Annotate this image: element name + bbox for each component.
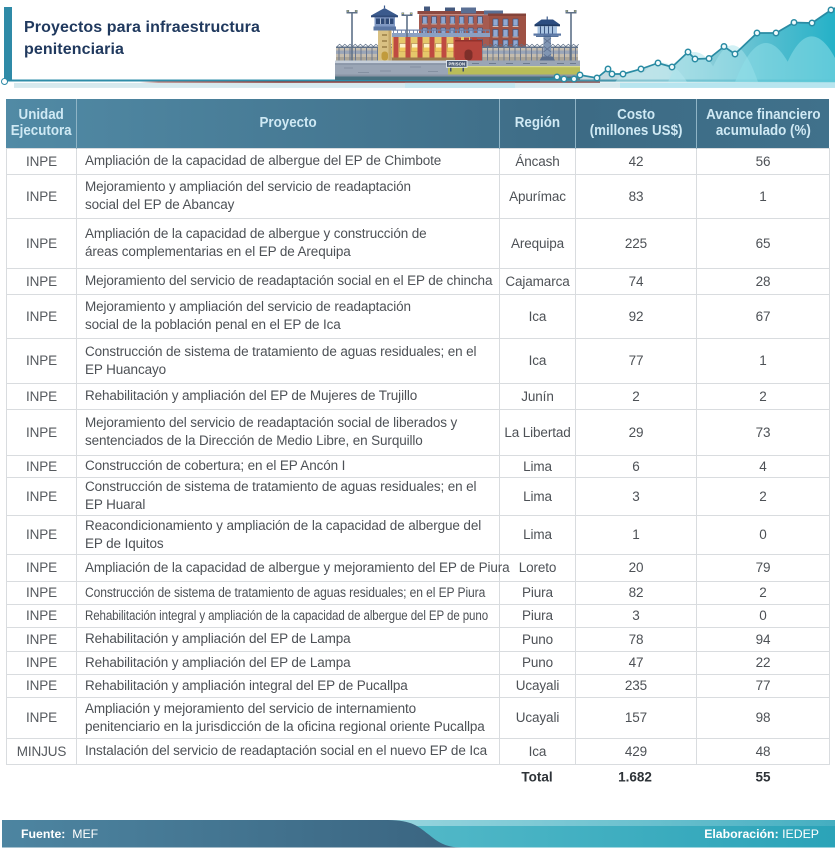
svg-text:PRISON: PRISON <box>448 62 465 67</box>
